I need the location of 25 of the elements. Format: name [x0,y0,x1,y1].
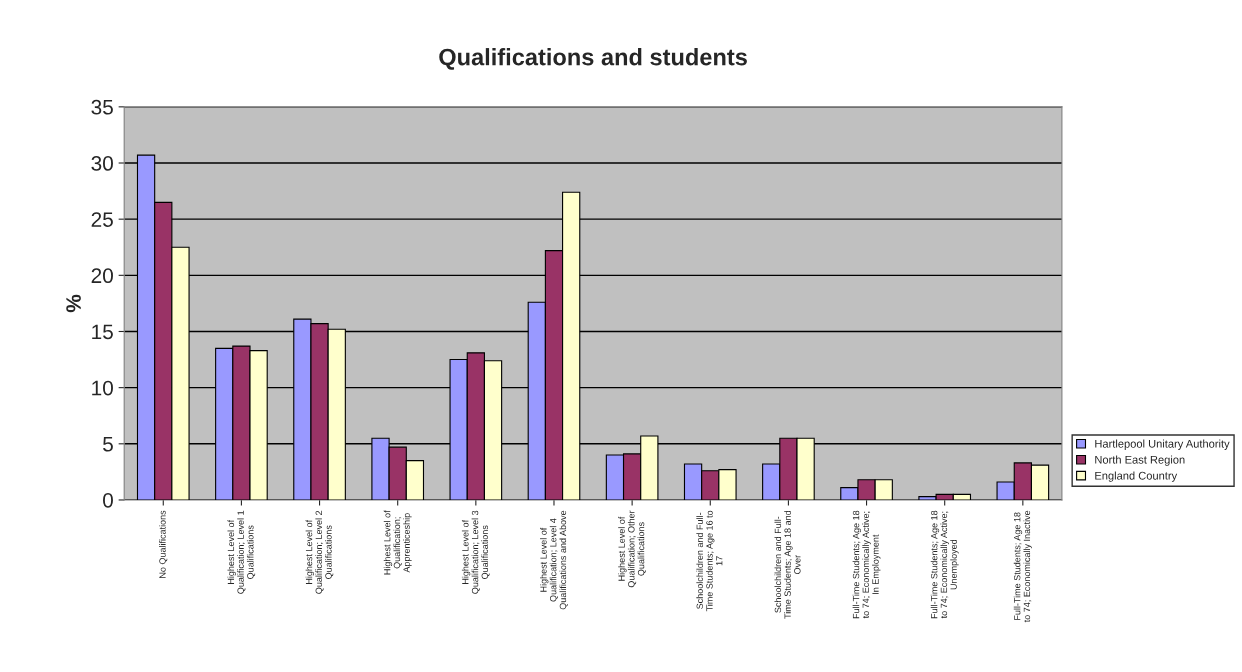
y-tick-label: 15 [92,324,113,340]
y-tick-label: 20 [91,268,113,284]
y-tick-label: 35 [91,99,113,115]
x-tick-label: Highest Level of Qualification; Other Qualifications [618,510,646,588]
y-tick-label: 30 [91,156,113,171]
x-tick-label: Schoolchildren and Full- Time Students; Age 16 to 17 [696,510,723,612]
x-tick-label: Highest Level of Qualification; Level 3 Qualifications [461,510,490,594]
y-tick-label: 5 [103,437,113,452]
x-tick-label: Highest Level of Qualification; Level 4 Qualifications and Above [540,510,568,610]
chart-title: Qualifications and students [439,48,747,70]
x-tick-label: Full-Time Students; Age 18 to 74; Economically Active; In Employment [852,510,881,619]
y-axis-title: % [66,294,81,313]
x-tick-label: Highest Level of Qualification; Apprenticeship [383,510,412,575]
x-tick-label: Full-Time Students; Age 18 to 74; Economically Active; Unemployed [930,510,959,619]
y-tick-label: 0 [103,492,113,508]
x-tick-label: Full-Time Students; Age 18 to 74; Economically Inactive [1013,510,1032,623]
x-tick-label: Highest Level of Qualification; Level 1 Qualifications [227,510,256,594]
y-tick-label: 25 [91,212,113,227]
legend-label: England Country [1095,471,1178,482]
x-tick-label: Schoolchildren and Full- Time Students; Age 18 and Over [774,510,801,619]
legend-label: Hartlepool Unitary Authority [1095,439,1230,450]
legend-label: North East Region [1095,455,1185,466]
x-tick-label: No Qualifications [159,510,168,578]
x-tick-label: Highest Level of Qualification; Level 2 Qualifications [305,510,334,594]
y-tick-label: 10 [92,380,113,396]
